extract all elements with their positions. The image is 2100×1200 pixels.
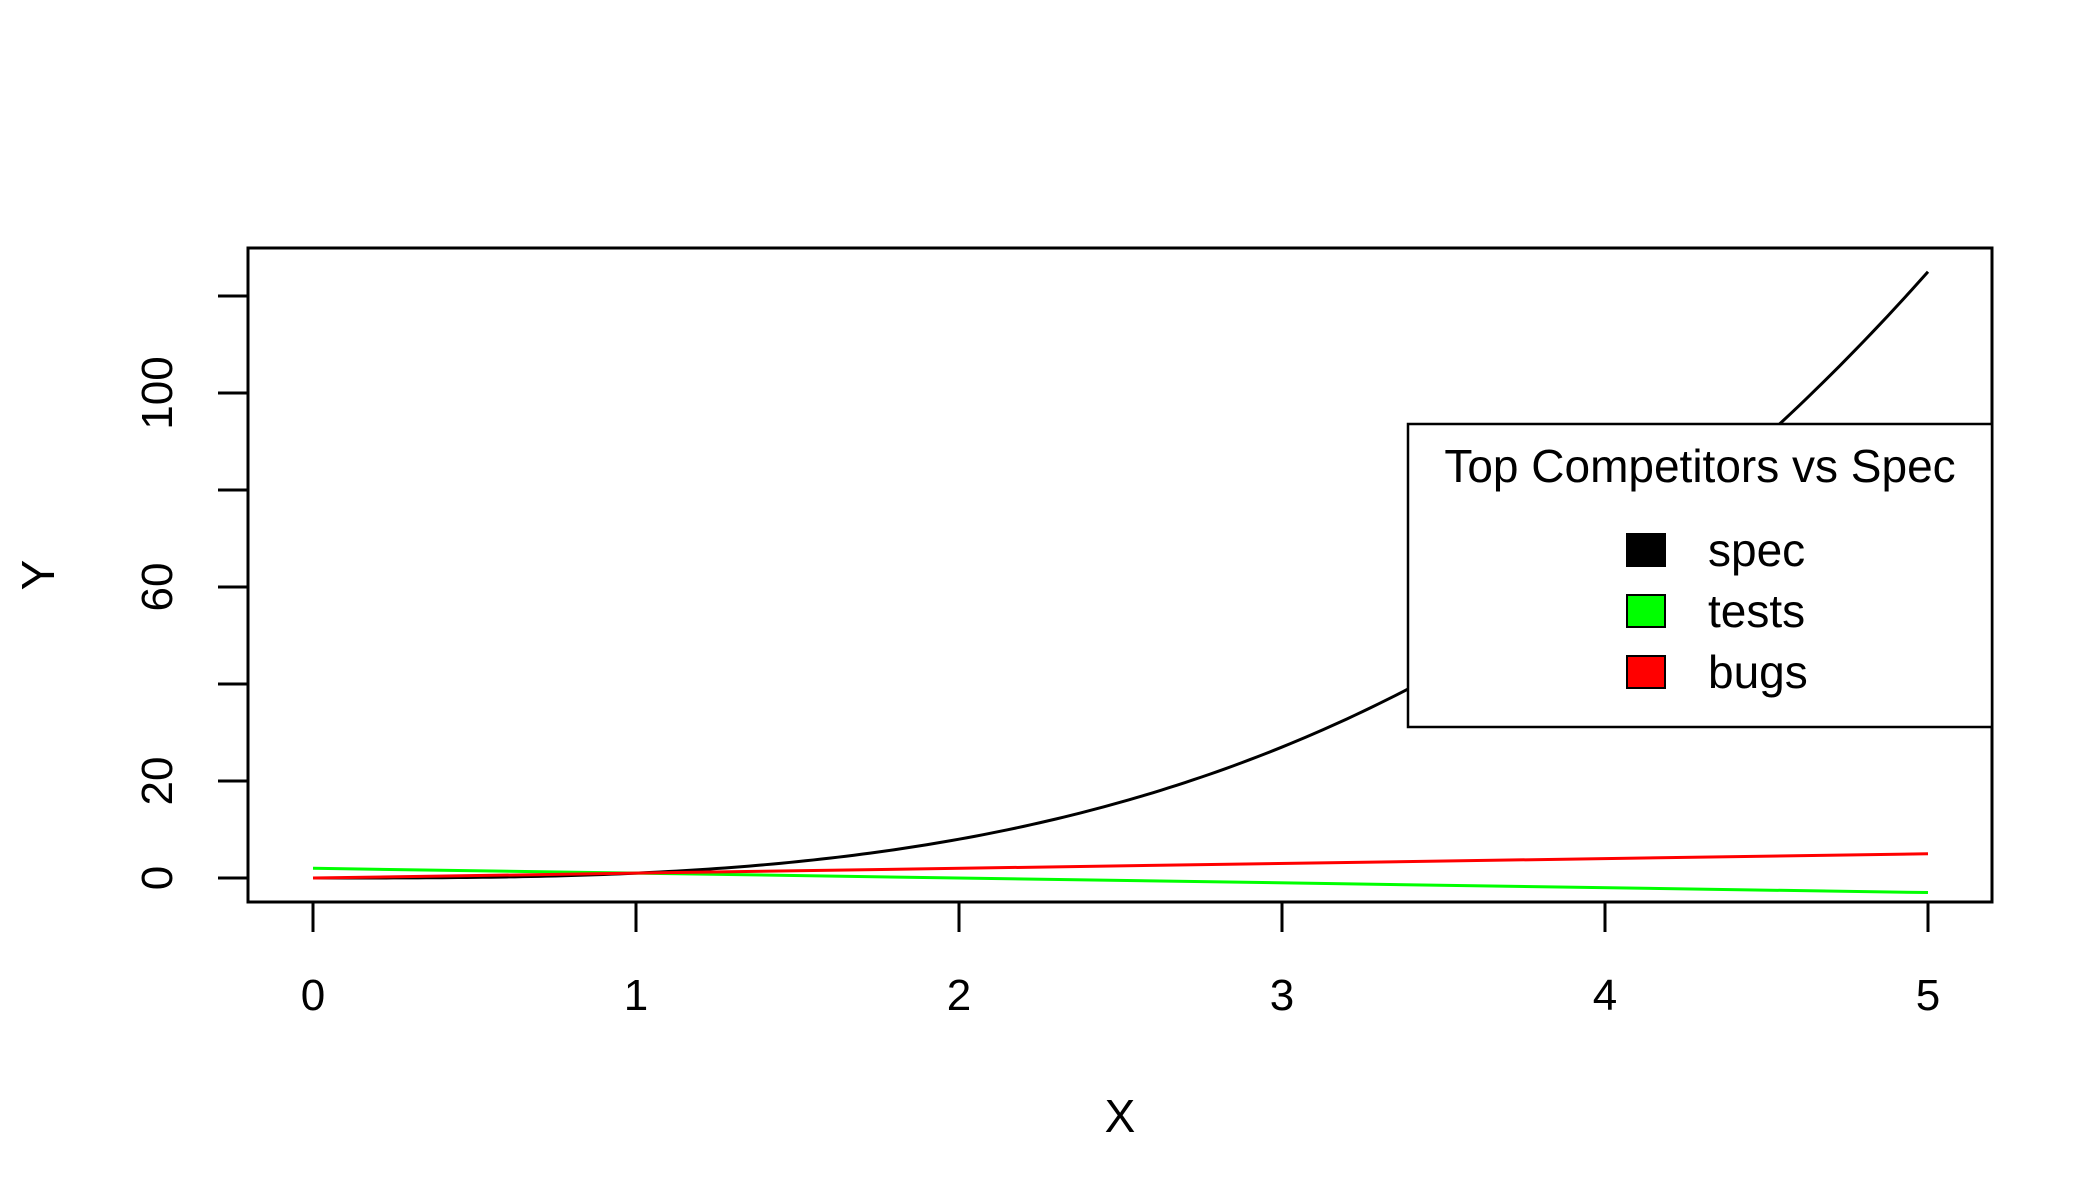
legend-title: Top Competitors vs Spec: [1444, 440, 1955, 492]
y-tick-label: 100: [133, 356, 182, 429]
y-tick-label: 20: [133, 757, 182, 806]
legend: Top Competitors vs Spec spec tests bugs: [1406, 422, 1994, 729]
y-axis: 0 20 60 100: [133, 294, 250, 890]
x-tick-label: 4: [1593, 971, 1617, 1020]
x-tick-label: 0: [301, 971, 325, 1020]
legend-swatch-bugs: [1626, 655, 1666, 689]
y-tick-label: 60: [133, 563, 182, 612]
legend-swatch-tests: [1626, 594, 1666, 628]
legend-label-spec: spec: [1708, 524, 1805, 576]
x-tick-label: 3: [1270, 971, 1294, 1020]
series-line-bugs: [312, 852, 1929, 880]
legend-box: [1406, 422, 1994, 729]
x-tick-label: 2: [947, 971, 971, 1020]
y-axis-title: Y: [12, 560, 64, 591]
x-axis: 0 1 2 3 4 5: [301, 900, 1940, 1020]
x-axis-title: X: [1105, 1090, 1136, 1142]
legend-swatch-spec: [1626, 533, 1666, 567]
x-tick-label: 5: [1916, 971, 1940, 1020]
legend-label-tests: tests: [1708, 585, 1805, 637]
series-line-tests: [312, 866, 1929, 895]
legend-label-bugs: bugs: [1708, 646, 1808, 698]
y-tick-label: 0: [133, 866, 182, 890]
x-tick-label: 1: [624, 971, 648, 1020]
